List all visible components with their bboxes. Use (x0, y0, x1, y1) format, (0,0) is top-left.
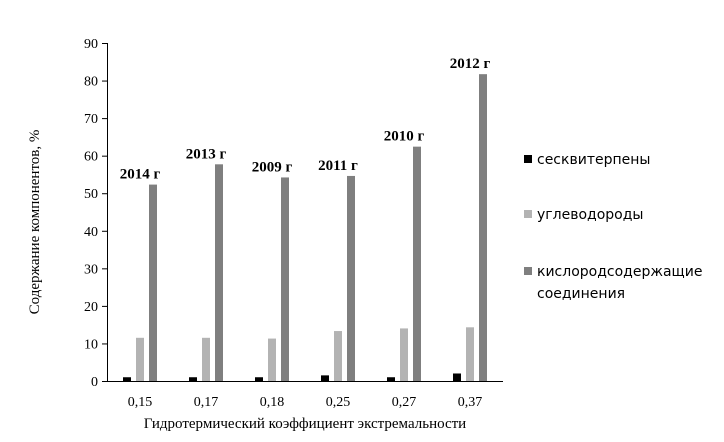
x-tick-label: 0,37 (458, 395, 483, 410)
bar (466, 327, 474, 381)
bar (281, 177, 289, 381)
legend-label: сесквитерпены (537, 152, 650, 168)
bar-annotation: 2014 г (120, 167, 161, 183)
bar (149, 184, 157, 381)
bar (189, 377, 197, 381)
y-tick-label: 20 (84, 300, 98, 315)
bar (321, 375, 329, 381)
legend-label: кислородсодержащие (537, 264, 702, 280)
legend-swatch (524, 155, 532, 163)
y-tick-label: 70 (84, 112, 98, 127)
y-tick-label: 0 (91, 375, 98, 390)
y-tick-label: 10 (84, 337, 98, 352)
bar (136, 337, 144, 381)
y-tick-label: 80 (84, 75, 98, 90)
bar-annotation: 2009 г (252, 159, 293, 175)
legend-label: соединения (537, 286, 625, 302)
bar (413, 146, 421, 381)
x-tick-labels: 0,15 0,17 0,18 0,25 0,27 0,37 (128, 395, 483, 410)
bar (123, 377, 131, 381)
x-axis-title: Гидротермический коэффициент экстремальн… (144, 416, 466, 432)
bar (215, 164, 223, 381)
legend-label: углеводороды (537, 207, 643, 223)
y-tick-label: 40 (84, 225, 98, 240)
y-tick-labels: 0 10 20 30 40 50 60 70 80 90 (84, 37, 107, 390)
legend-swatch (524, 267, 532, 275)
bar (347, 175, 355, 381)
y-axis-title: Содержание компонентов, % (27, 130, 43, 315)
bar (334, 331, 342, 381)
y-tick-label: 30 (84, 262, 98, 277)
x-tick-label: 0,18 (260, 395, 285, 410)
legend: сесквитерпены углеводороды кислородсодержа… (524, 152, 702, 302)
x-tick-label: 0,15 (128, 395, 153, 410)
bar (387, 377, 395, 381)
bar (268, 338, 276, 381)
bar (255, 377, 263, 381)
bar (479, 74, 487, 381)
bar-annotation: 2010 г (384, 129, 425, 145)
bar (400, 328, 408, 381)
x-tick-label: 0,27 (392, 395, 417, 410)
bar-annotation: 2012 г (450, 56, 491, 72)
bar-annotations: 2014 г 2013 г 2009 г 2011 г 2010 г 2012 г (120, 56, 491, 182)
bar (453, 373, 461, 381)
bars (123, 74, 487, 381)
bar-annotation: 2011 г (318, 158, 358, 174)
legend-swatch (524, 210, 532, 218)
bar-annotation: 2013 г (186, 146, 227, 162)
x-tick-label: 0,25 (326, 395, 351, 410)
bar (202, 337, 210, 381)
y-tick-label: 50 (84, 187, 98, 202)
x-tick-label: 0,17 (194, 395, 219, 410)
y-tick-label: 60 (84, 150, 98, 165)
y-tick-label: 90 (84, 37, 98, 52)
